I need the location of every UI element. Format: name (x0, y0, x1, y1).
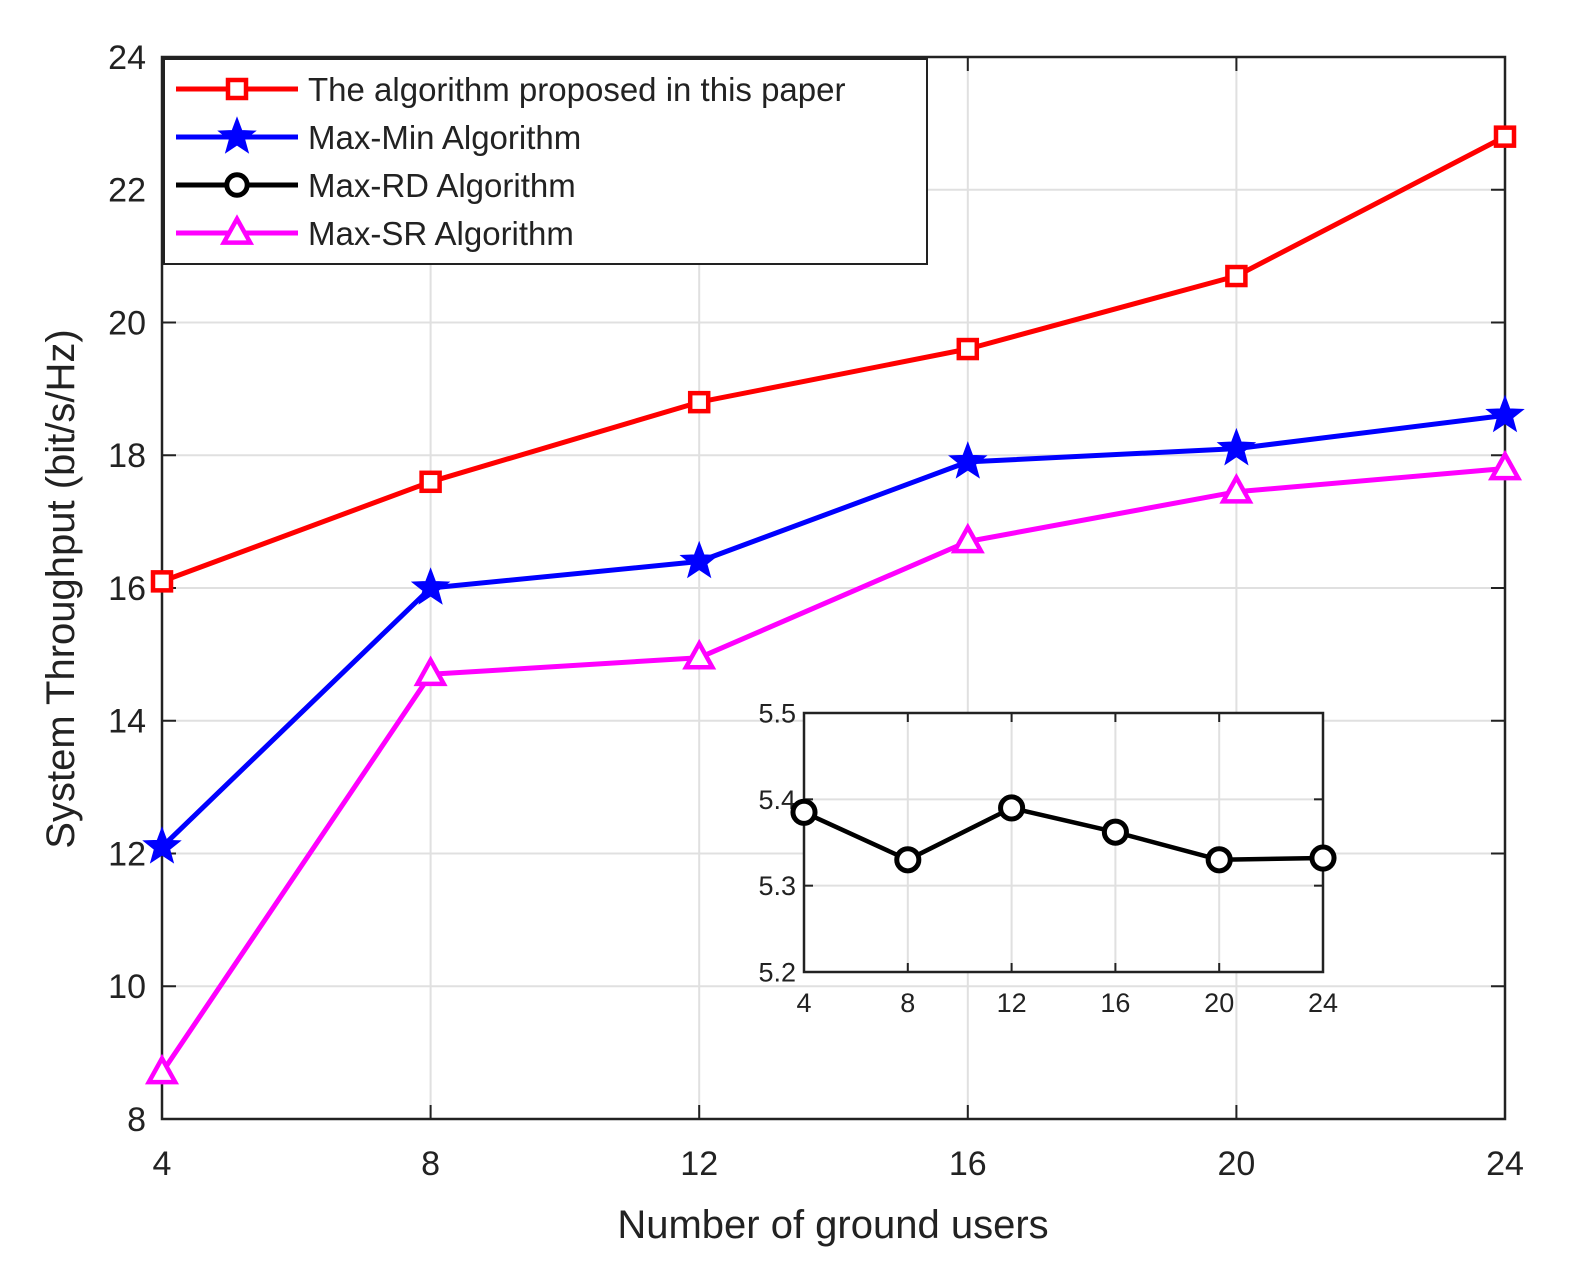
main-y-tick-label: 24 (108, 39, 146, 77)
inset-point-max-rd-algorithm (1101, 818, 1129, 846)
inset-point-max-rd-algorithm (1309, 844, 1337, 872)
main-point-max-min-algorithm (1485, 394, 1525, 433)
inset-x-tick-label: 4 (796, 988, 811, 1018)
main-y-tick-label: 22 (108, 172, 146, 210)
main-y-tick-label: 18 (108, 437, 146, 475)
legend-box (163, 58, 928, 265)
legend-label-the-algorithm-proposed-in-this-paper: The algorithm proposed in this paper (308, 71, 845, 108)
y-axis-label: System Throughput (bit/s/Hz) (39, 329, 83, 848)
main-y-tick-label: 8 (127, 1101, 146, 1139)
main-series-line-the-algorithm-proposed-in-this-paper (161, 134, 1507, 584)
inset-series (790, 794, 1337, 874)
main-x-tick-label: 20 (1217, 1145, 1255, 1183)
main-x-tick-label: 4 (153, 1145, 172, 1183)
legend-marker-max-rd-algorithm (224, 172, 250, 198)
x-axis-label: Number of ground users (617, 1203, 1048, 1247)
main-point-max-sr-algorithm (682, 638, 717, 670)
main-point-max-sr-algorithm (950, 522, 985, 554)
legend-marker-the-algorithm-proposed-in-this-paper (225, 77, 249, 101)
inset-x-tick-label: 24 (1308, 988, 1338, 1018)
main-x-tick-label: 8 (421, 1145, 440, 1183)
inset-point-max-rd-algorithm (894, 846, 922, 874)
main-point-the-algorithm-proposed-in-this-paper (150, 570, 174, 593)
legend-marker-max-sr-algorithm (219, 214, 255, 245)
inset-y-tick-label: 5.5 (758, 698, 796, 728)
legend-marker-max-min-algorithm (217, 116, 257, 154)
main-x-tick-label: 12 (680, 1145, 718, 1183)
main-point-the-algorithm-proposed-in-this-paper (419, 470, 442, 494)
main-x-tick-label: 24 (1486, 1145, 1524, 1183)
inset-x-tick-label: 8 (900, 988, 915, 1018)
main-point-the-algorithm-proposed-in-this-paper (1225, 264, 1248, 288)
inset-point-max-rd-algorithm (790, 798, 818, 826)
inset-x-tick-label: 16 (1100, 988, 1130, 1018)
main-y-tick-label: 12 (108, 835, 146, 873)
legend-label-max-rd-algorithm: Max-RD Algorithm (308, 167, 576, 204)
main-point-max-sr-algorithm (413, 655, 448, 687)
inset-x-tick-label: 12 (997, 988, 1027, 1018)
inset-y-tick-label: 5.4 (758, 785, 796, 815)
main-y-tick-label: 20 (108, 304, 146, 342)
legend-label-max-min-algorithm: Max-Min Algorithm (308, 119, 581, 156)
inset-y-tick-label: 5.3 (758, 871, 796, 901)
main-point-the-algorithm-proposed-in-this-paper (956, 337, 980, 361)
main-y-tick-label: 14 (108, 703, 146, 741)
inset-plot-frame (802, 711, 1325, 974)
main-series (142, 125, 1525, 1085)
inset-point-max-rd-algorithm (1205, 846, 1233, 874)
main-point-max-sr-algorithm (1487, 449, 1523, 481)
main-point-max-min-algorithm (948, 441, 988, 479)
main-point-max-min-algorithm (1216, 427, 1257, 466)
main-y-tick-label: 16 (108, 570, 146, 608)
main-series-line-max-min-algorithm (160, 412, 1506, 849)
main-point-max-min-algorithm (679, 540, 719, 579)
main-point-the-algorithm-proposed-in-this-paper (687, 390, 711, 414)
legend-entries: The algorithm proposed in this paper Max-… (176, 71, 845, 252)
inset-background (804, 713, 1323, 972)
inset-point-max-rd-algorithm (998, 794, 1026, 822)
main-series-line-max-sr-algorithm (159, 466, 1506, 1074)
inset-x-tick-label: 20 (1204, 988, 1234, 1018)
inset-y-tick-label: 5.2 (758, 957, 796, 987)
inset-ticks: 4 8 12 16 20 24 5.2 5.3 5.4 5.5 (758, 698, 1338, 1018)
main-point-max-sr-algorithm (144, 1053, 180, 1085)
main-point-max-min-algorithm (410, 567, 451, 605)
main-point-max-sr-algorithm (1219, 472, 1254, 504)
main-x-tick-label: 16 (949, 1145, 987, 1183)
main-point-max-min-algorithm (142, 826, 182, 864)
legend-label-max-sr-algorithm: Max-SR Algorithm (308, 215, 574, 252)
main-y-tick-label: 10 (108, 968, 146, 1006)
main-point-the-algorithm-proposed-in-this-paper (1493, 125, 1517, 148)
inset-series-line-max-rd-algorithm (803, 805, 1324, 863)
